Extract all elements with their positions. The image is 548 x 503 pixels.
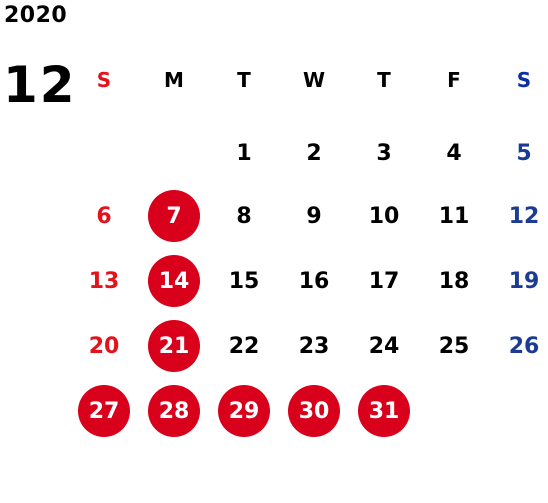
day-cell-16[interactable]: 16: [298, 268, 330, 294]
day-cell-31[interactable]: 31: [358, 385, 410, 437]
day-cell-20[interactable]: 20: [88, 333, 120, 359]
month-number: 12: [3, 56, 77, 114]
day-cell-1[interactable]: 1: [236, 140, 252, 166]
day-cell-15[interactable]: 15: [228, 268, 260, 294]
day-cell-25[interactable]: 25: [438, 333, 470, 359]
weekday-header-6: S: [516, 68, 532, 92]
day-cell-9[interactable]: 9: [306, 203, 322, 229]
weekday-header-2: T: [237, 68, 251, 92]
day-cell-29[interactable]: 29: [218, 385, 270, 437]
day-cell-27[interactable]: 27: [78, 385, 130, 437]
day-cell-6[interactable]: 6: [96, 203, 112, 229]
weekday-header-0: S: [96, 68, 112, 92]
day-cell-4[interactable]: 4: [446, 140, 462, 166]
day-cell-5[interactable]: 5: [516, 140, 532, 166]
day-cell-23[interactable]: 23: [298, 333, 330, 359]
day-cell-21[interactable]: 21: [148, 320, 200, 372]
day-cell-22[interactable]: 22: [228, 333, 260, 359]
day-cell-30[interactable]: 30: [288, 385, 340, 437]
day-cell-28[interactable]: 28: [148, 385, 200, 437]
weekday-header-3: W: [302, 68, 326, 92]
day-cell-7[interactable]: 7: [148, 190, 200, 242]
day-cell-17[interactable]: 17: [368, 268, 400, 294]
day-cell-8[interactable]: 8: [236, 203, 252, 229]
day-cell-12[interactable]: 12: [508, 203, 540, 229]
day-cell-24[interactable]: 24: [368, 333, 400, 359]
day-cell-13[interactable]: 13: [88, 268, 120, 294]
day-cell-10[interactable]: 10: [368, 203, 400, 229]
weekday-header-5: F: [447, 68, 461, 92]
day-cell-18[interactable]: 18: [438, 268, 470, 294]
day-cell-14[interactable]: 14: [148, 255, 200, 307]
weekday-header-1: M: [164, 68, 184, 92]
day-cell-3[interactable]: 3: [376, 140, 392, 166]
day-cell-19[interactable]: 19: [508, 268, 540, 294]
year-label: 2020: [4, 3, 68, 28]
day-cell-26[interactable]: 26: [508, 333, 540, 359]
weekday-header-4: T: [377, 68, 391, 92]
day-cell-11[interactable]: 11: [438, 203, 470, 229]
day-cell-2[interactable]: 2: [306, 140, 322, 166]
